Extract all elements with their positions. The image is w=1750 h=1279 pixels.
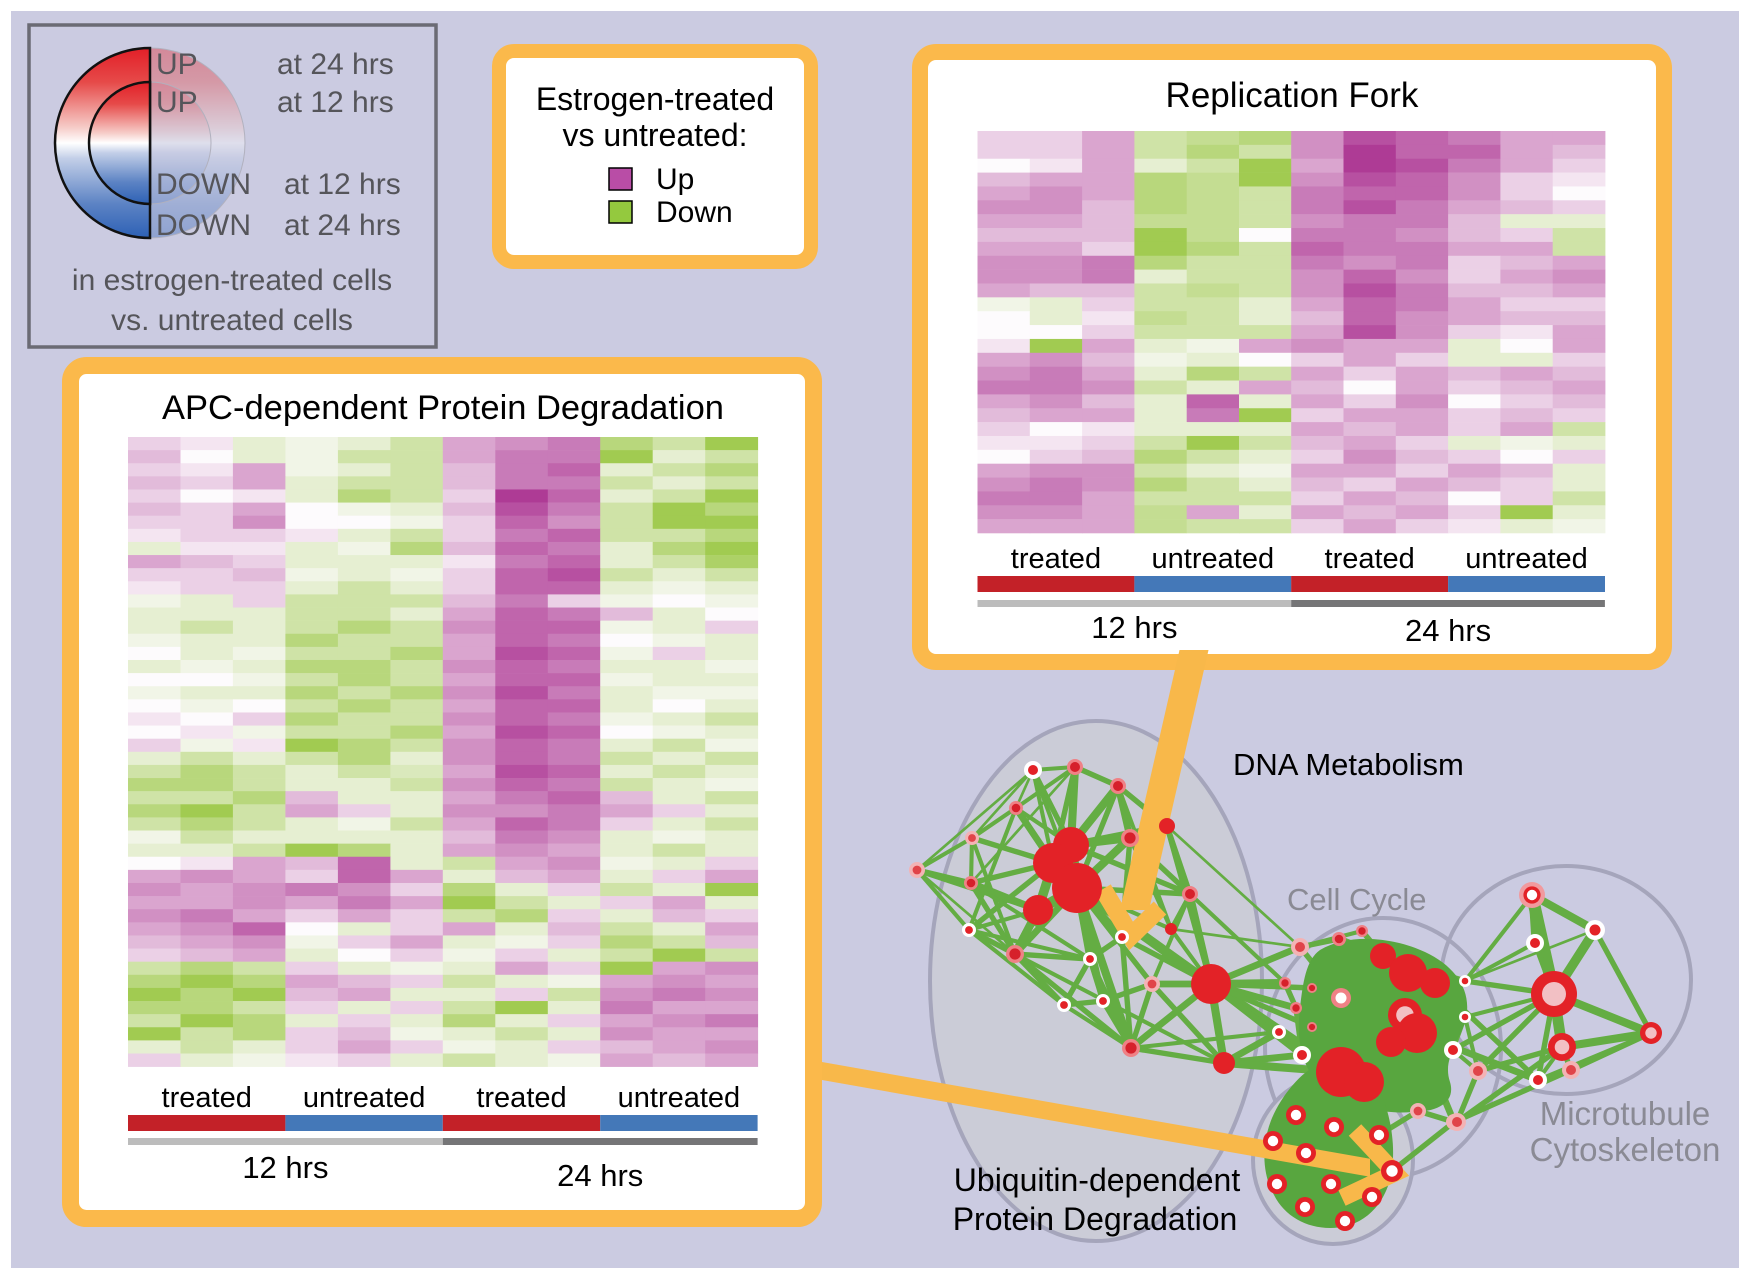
svg-text:DOWN: DOWN [156,209,251,242]
svg-text:Cytoskeleton: Cytoskeleton [1530,1131,1721,1168]
svg-text:12 hrs: 12 hrs [242,1150,328,1185]
svg-text:treated: treated [1011,543,1101,575]
svg-text:DNA Metabolism: DNA Metabolism [1233,747,1464,782]
svg-text:at 12 hrs: at 12 hrs [277,86,394,119]
svg-text:untreated: untreated [303,1082,426,1114]
svg-text:Up: Up [656,163,694,196]
svg-text:Ubiquitin-dependent: Ubiquitin-dependent [954,1162,1241,1198]
svg-text:24 hrs: 24 hrs [557,1158,643,1193]
svg-text:vs untreated:: vs untreated: [563,117,748,153]
svg-text:APC-dependent Protein Degradat: APC-dependent Protein Degradation [162,389,724,427]
svg-text:Estrogen-treated: Estrogen-treated [536,81,774,117]
svg-text:UP: UP [156,48,198,81]
svg-text:12 hrs: 12 hrs [1091,610,1177,645]
svg-text:UP: UP [156,86,198,119]
svg-text:at 24 hrs: at 24 hrs [284,209,401,242]
svg-text:Protein Degradation: Protein Degradation [953,1201,1238,1237]
svg-text:Microtubule: Microtubule [1540,1095,1711,1132]
svg-text:Down: Down [656,196,733,229]
svg-text:vs. untreated cells: vs. untreated cells [111,304,353,337]
svg-text:untreated: untreated [1152,543,1275,575]
svg-text:Cell Cycle: Cell Cycle [1287,882,1427,917]
svg-text:treated: treated [476,1082,566,1114]
svg-text:at 24 hrs: at 24 hrs [277,48,394,81]
svg-text:untreated: untreated [1465,543,1588,575]
svg-text:treated: treated [162,1082,252,1114]
svg-text:24 hrs: 24 hrs [1405,613,1491,648]
svg-text:at 12 hrs: at 12 hrs [284,168,401,201]
svg-text:Replication Fork: Replication Fork [1166,76,1419,115]
svg-text:DOWN: DOWN [156,168,251,201]
svg-text:untreated: untreated [618,1082,741,1114]
svg-text:treated: treated [1325,543,1415,575]
svg-text:in estrogen-treated cells: in estrogen-treated cells [72,264,392,297]
